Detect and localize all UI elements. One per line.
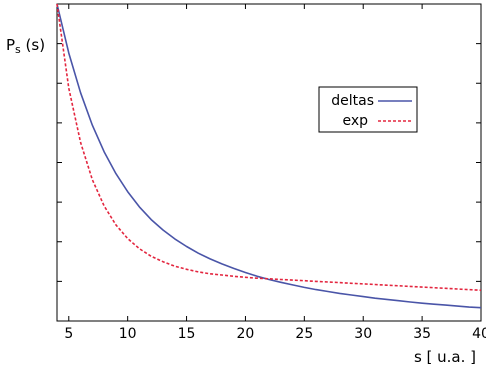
y-ticks: [57, 43, 481, 282]
legend-label-exp: exp: [342, 113, 368, 129]
plot-frame: [56, 3, 482, 322]
x-tick-label: 20: [237, 326, 255, 342]
series-layer: [56, 3, 482, 309]
x-tick-label: 10: [119, 326, 137, 342]
x-tick-label: 30: [354, 326, 372, 342]
series-deltas-line: [56, 3, 482, 309]
series-exp-line: [56, 3, 482, 292]
legend-box: [318, 86, 418, 133]
x-tick-labels: 5 10 15 20 25 30 35 40: [64, 326, 486, 342]
legend-label-deltas: deltas: [331, 93, 374, 109]
x-axis-label: s [ u.a. ]: [414, 348, 476, 366]
legend: deltas exp: [318, 86, 418, 133]
x-tick-label: 40: [472, 326, 486, 342]
x-tick-label: 25: [295, 326, 313, 342]
x-tick-label: 35: [413, 326, 431, 342]
x-ticks: [68, 4, 482, 321]
y-axis-label-suffix: (s): [21, 36, 45, 54]
x-tick-label: 5: [64, 326, 73, 342]
y-axis-label: Ps (s): [6, 36, 45, 56]
y-axis-label-main: P: [6, 36, 15, 54]
x-tick-label: 15: [178, 326, 196, 342]
y-axis-label-sub: s: [15, 43, 21, 56]
